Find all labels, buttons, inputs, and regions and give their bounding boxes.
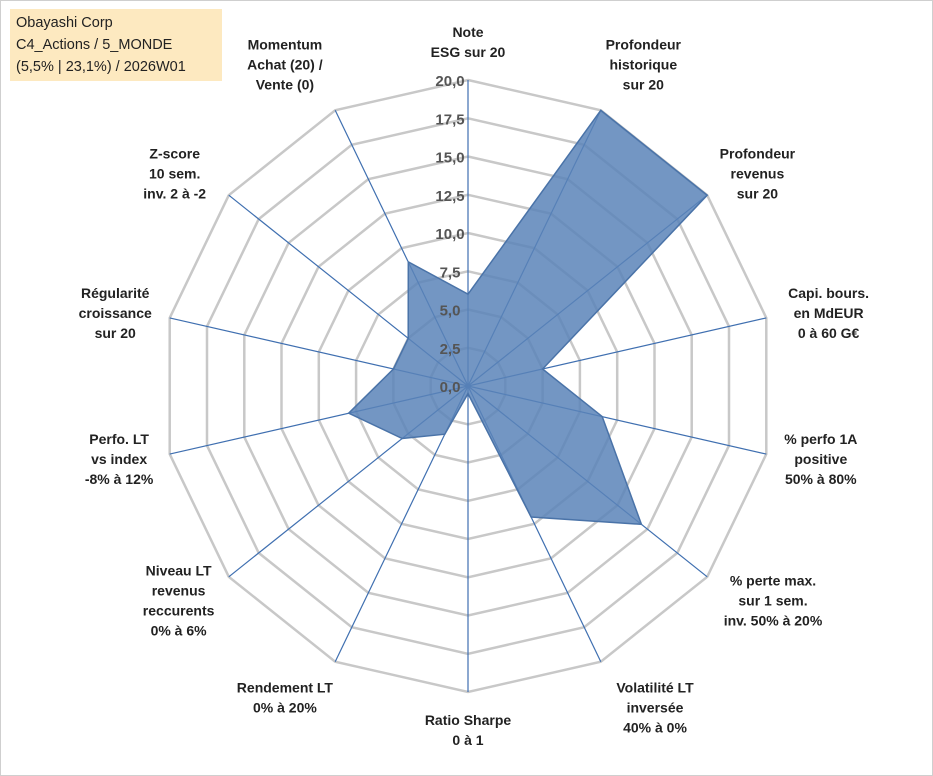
series xyxy=(347,109,709,526)
tick-label-6: 15,0 xyxy=(435,150,464,167)
axis-label-5: % perte max. sur 1 sem. inv. 50% à 20% xyxy=(724,573,823,629)
axis-labels: Note ESG sur 20 Profondeur historique sur 20… xyxy=(79,24,869,748)
tick-label-5: 12,5 xyxy=(435,188,464,205)
period-info: (5,5% | 23,1%) / 2026W01 xyxy=(16,59,186,75)
axis-label-0: Note ESG sur 20 xyxy=(431,24,506,60)
tick-label-4: 10,0 xyxy=(435,226,464,243)
tick-label-1: 2,5 xyxy=(440,341,461,358)
tick-labels: 0,0 2,5 5,0 7,5 10,0 12,5 15,0 17,5 20,0 xyxy=(435,73,464,396)
axis-label-8: Rendement LT 0% à 20% xyxy=(237,680,334,716)
tick-label-2: 5,0 xyxy=(440,303,461,320)
category-path: C4_Actions / 5_MONDE xyxy=(16,37,173,53)
axis-label-13: Momentum Achat (20) / Vente (0) xyxy=(247,37,323,93)
axis-label-10: Perfo. LT vs index -8% à 12% xyxy=(85,431,154,487)
axis-label-4: % perfo 1A positive 50% à 80% xyxy=(784,431,857,487)
axis-label-1: Profondeur historique sur 20 xyxy=(606,37,682,93)
axis-label-12: Z-score 10 sem. inv. 2 à -2 xyxy=(143,146,206,202)
axis-label-9: Niveau LT revenus reccurents 0% à 6% xyxy=(143,563,215,639)
tick-label-3: 7,5 xyxy=(440,264,461,281)
axis-label-6: Volatilité LT inversée 40% à 0% xyxy=(616,680,694,736)
tick-label-7: 17,5 xyxy=(435,111,464,128)
axis-label-2: Profondeur revenus sur 20 xyxy=(720,146,796,202)
tick-label-0: 0,0 xyxy=(440,379,461,396)
company-name: Obayashi Corp xyxy=(16,15,113,31)
axis-label-11: Régularité croissance sur 20 xyxy=(79,285,152,341)
info-box: Obayashi Corp C4_Actions / 5_MONDE (5,5%… xyxy=(10,9,222,81)
axis-label-7: Ratio Sharpe 0 à 1 xyxy=(425,712,512,748)
axis-label-3: Capi. bours. en MdEUR 0 à 60 G€ xyxy=(788,285,869,341)
tick-label-8: 20,0 xyxy=(435,73,464,90)
